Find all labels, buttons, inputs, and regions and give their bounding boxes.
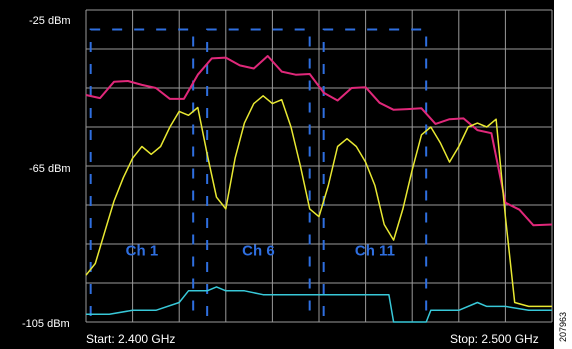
x-label-start: Start: 2.400 GHz <box>86 332 175 346</box>
y-label-mid: -65 dBm <box>29 163 71 175</box>
channel-masks: Ch 1 Ch 6 Ch 11 <box>89 28 428 316</box>
trace-line <box>86 286 552 323</box>
channel-label: Ch 6 <box>242 243 275 260</box>
figure-id: 207963 <box>558 312 568 342</box>
trace-line <box>85 55 553 227</box>
plot-grid <box>85 9 553 323</box>
channel-mask <box>89 28 195 316</box>
trace-line <box>85 95 552 308</box>
y-label-top: -25 dBm <box>29 15 71 27</box>
figure-id-strip <box>554 0 572 349</box>
channel-mask <box>206 28 311 316</box>
channel-mask <box>322 28 428 316</box>
y-label-bottom: -105 dBm <box>22 318 70 330</box>
channel-label: Ch 1 <box>126 243 159 260</box>
channel-label: Ch 11 <box>355 243 395 260</box>
trace-layer <box>85 55 553 323</box>
x-label-stop: Stop: 2.500 GHz <box>450 332 539 346</box>
